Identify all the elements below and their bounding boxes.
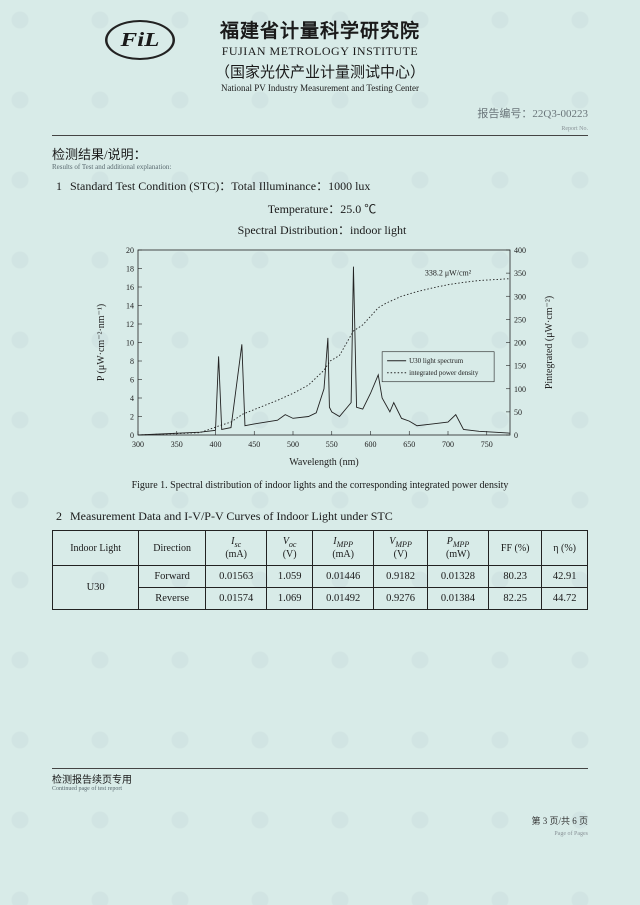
footer-en: Continued page of test report [52,786,588,792]
svg-text:650: 650 [403,440,415,449]
chart-caption: Figure 1. Spectral distribution of indoo… [52,480,588,491]
svg-text:14: 14 [126,302,134,311]
svg-text:Pintegrated (μW·cm⁻²): Pintegrated (μW·cm⁻²) [544,296,555,389]
svg-text:U30 light spectrum: U30 light spectrum [409,357,464,365]
table-header: Voc(V) [267,531,313,566]
svg-text:350: 350 [514,269,526,278]
table-header: η (%) [542,531,588,566]
svg-text:400: 400 [210,440,222,449]
svg-text:700: 700 [442,440,454,449]
table-header: VMPP(V) [374,531,428,566]
svg-text:4: 4 [130,394,134,403]
svg-text:10: 10 [126,339,134,348]
svg-text:50: 50 [514,408,522,417]
svg-text:8: 8 [130,357,134,366]
stc-temperature: Temperature：25.0 ℃ [56,200,588,217]
svg-text:12: 12 [126,320,134,329]
svg-text:integrated power density: integrated power density [409,369,479,377]
svg-text:150: 150 [514,362,526,371]
svg-text:250: 250 [514,315,526,324]
svg-text:100: 100 [514,385,526,394]
svg-text:450: 450 [248,440,260,449]
svg-text:550: 550 [326,440,338,449]
svg-text:300: 300 [132,440,144,449]
svg-text:6: 6 [130,376,134,385]
svg-text:0: 0 [514,431,518,440]
table-header: IMPP(mA) [312,531,373,566]
svg-text:500: 500 [287,440,299,449]
svg-text:350: 350 [171,440,183,449]
svg-text:18: 18 [126,265,134,274]
svg-text:0: 0 [130,431,134,440]
table-header: Isc(mA) [205,531,266,566]
section-1: 1Standard Test Condition (STC)：Total Ill… [56,177,588,194]
results-heading: 检测结果/说明： Results of Test and additional … [52,144,588,171]
measurement-table: Indoor LightDirectionIsc(mA)Voc(V)IMPP(m… [52,530,588,610]
svg-text:300: 300 [514,292,526,301]
logo: FiL [105,20,175,60]
svg-text:750: 750 [481,440,493,449]
document-header: FiL 福建省计量科学研究院 FUJIAN METROLOGY INSTITUT… [52,16,588,93]
center-name-cn: （国家光伏产业计量测试中心） [52,61,588,82]
report-number: 报告编号：22Q3-00223 Report No. [52,105,588,133]
table-header: Indoor Light [53,531,139,566]
page-number: 第 3 页/共 6 页Page of Pages [52,814,588,837]
svg-text:338.2 μW/cm²: 338.2 μW/cm² [425,268,472,277]
svg-text:Wavelength (nm): Wavelength (nm) [289,457,358,468]
svg-text:16: 16 [126,283,134,292]
table-header: PMPP(mW) [427,531,488,566]
svg-text:200: 200 [514,339,526,348]
table-header: Direction [139,531,206,566]
svg-text:400: 400 [514,246,526,255]
svg-text:P (μW·cm⁻²·nm⁻¹): P (μW·cm⁻²·nm⁻¹) [96,304,107,381]
table-row: U30Forward0.015631.0590.014460.91820.013… [53,566,588,588]
svg-text:2: 2 [130,413,134,422]
center-name-en: National PV Industry Measurement and Tes… [52,83,588,93]
spectral-chart: 3003504004505005506006507007500246810121… [90,244,570,474]
svg-text:600: 600 [365,440,377,449]
stc-spectral: Spectral Distribution：indoor light [56,221,588,238]
footer-cn: 检测报告续页专用 [52,771,588,786]
section-2: 2Measurement Data and I-V/P-V Curves of … [56,509,588,524]
svg-text:20: 20 [126,246,134,255]
table-header: FF (%) [489,531,542,566]
